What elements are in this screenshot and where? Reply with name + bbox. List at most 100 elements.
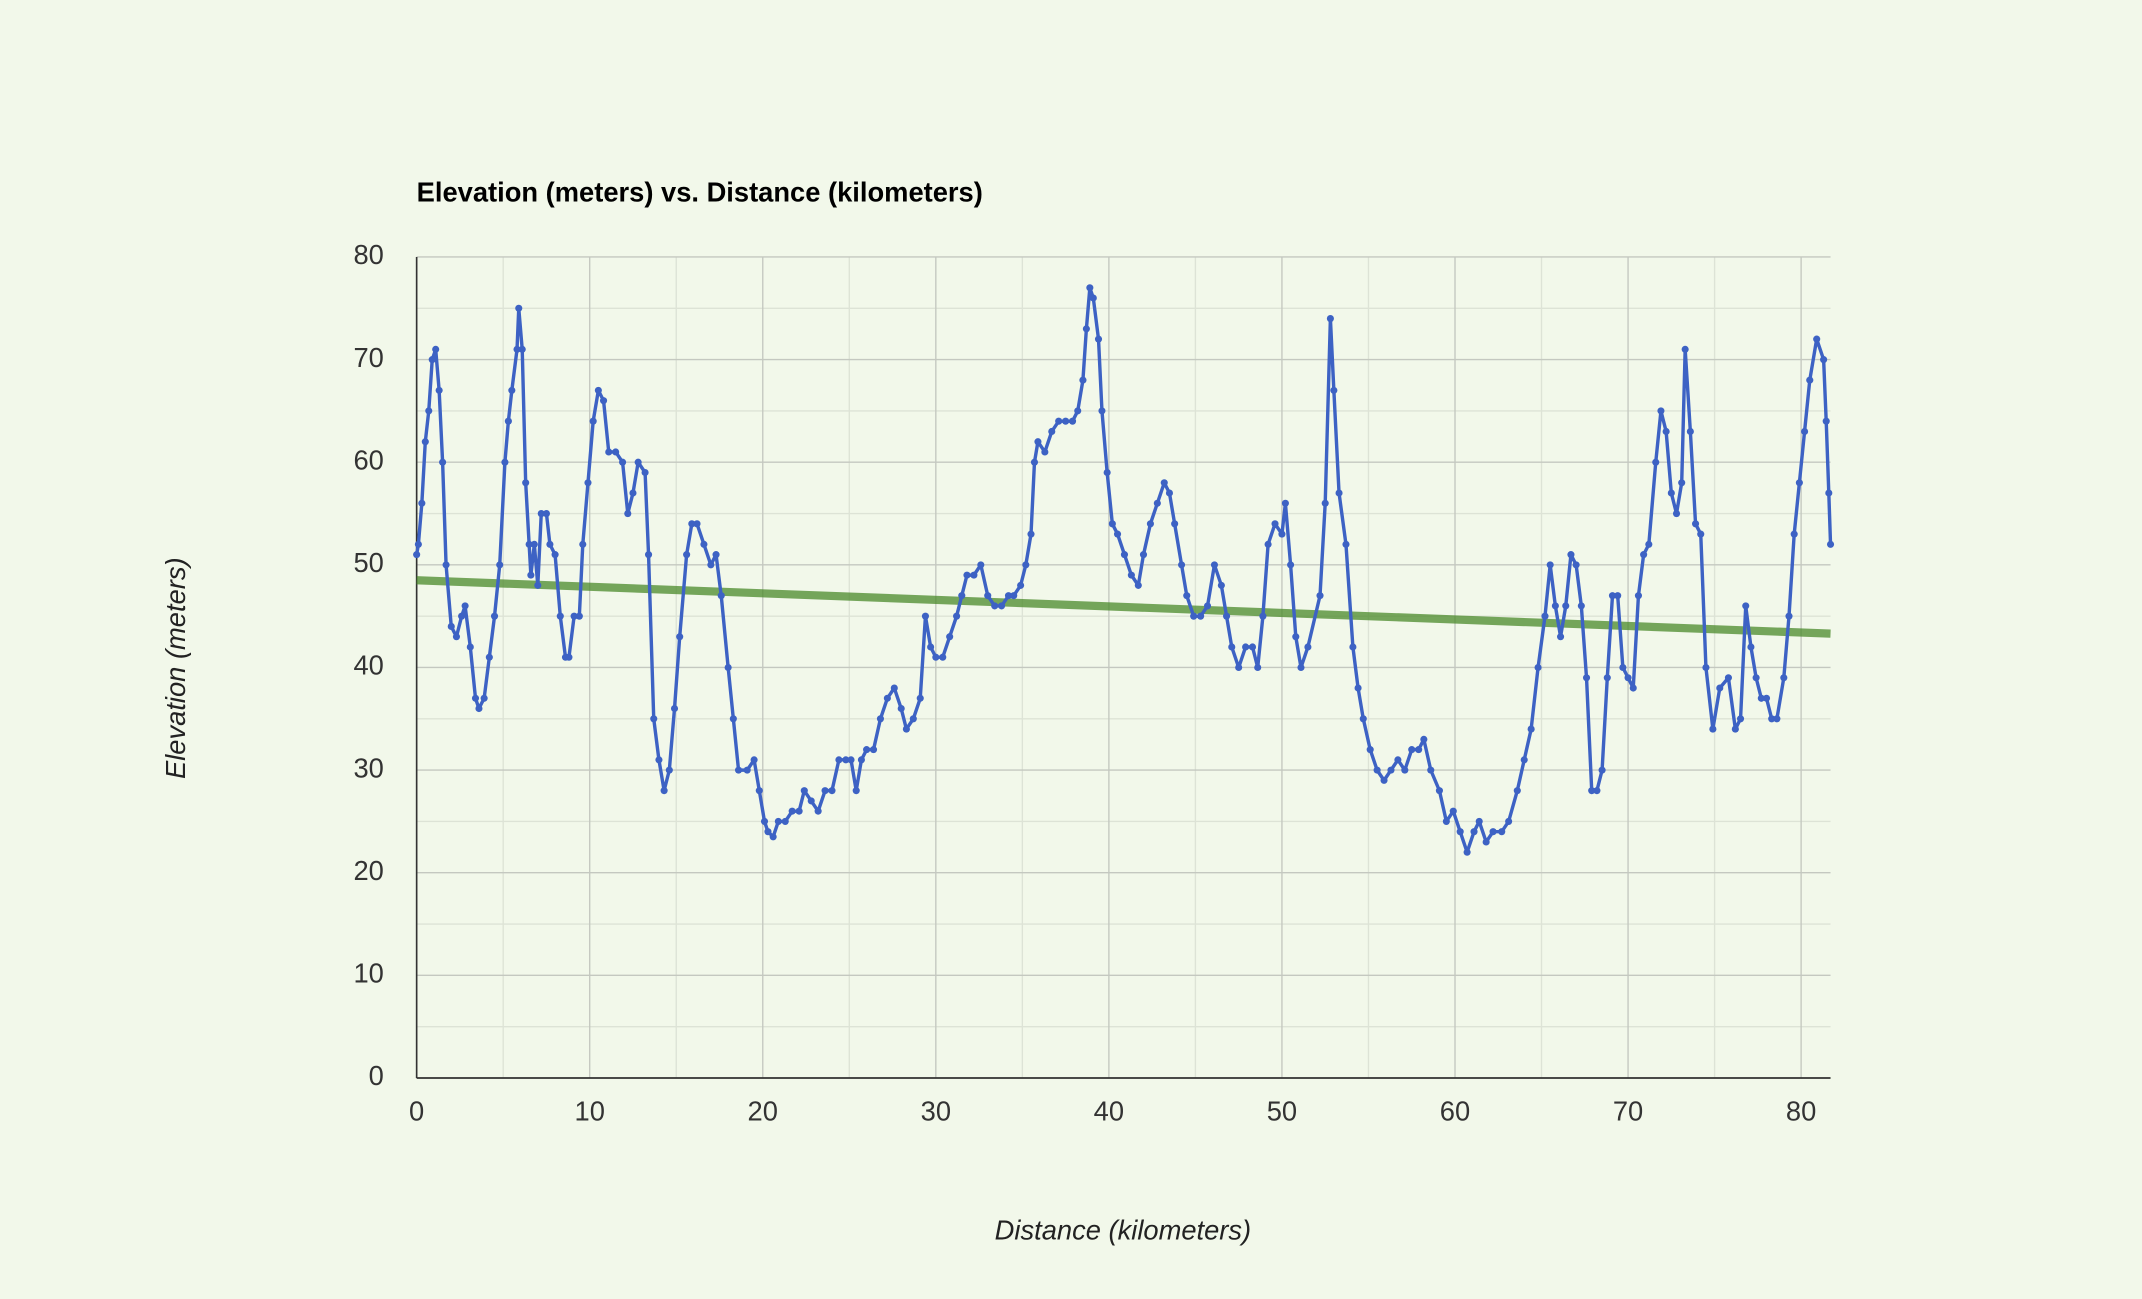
point [1287,561,1295,569]
y-tick-label: 10 [353,958,383,989]
x-tick-label: 70 [1613,1096,1643,1127]
point [890,684,898,692]
point [1762,694,1771,702]
point [946,633,954,641]
point [1629,684,1637,692]
point [1657,407,1665,415]
plot: 0 10 20 30 40 50 60 70 80 0 10 20 30 40 50 60 70 80 [353,239,1835,1127]
point [1027,530,1035,538]
point [1235,663,1243,672]
y-tick-label: 30 [353,752,383,783]
point [641,468,649,477]
point [1127,571,1135,579]
point [452,633,461,641]
point [1790,530,1798,538]
point [1795,479,1803,487]
point [963,571,971,579]
point [1541,612,1549,620]
point [1593,787,1601,795]
point [1394,756,1402,764]
point [1330,386,1338,394]
point [425,407,433,415]
point [1264,540,1272,548]
point [1082,325,1090,333]
point [755,787,763,795]
point [1113,530,1122,538]
point [1094,335,1103,343]
point [447,622,455,630]
y-tick-label: 0 [369,1060,384,1091]
point [953,612,961,620]
point [1139,551,1148,559]
point [650,715,658,723]
point [1813,335,1821,343]
y-tick-label: 70 [353,342,383,373]
point [1603,674,1611,682]
point [1640,551,1648,559]
point [1248,643,1257,651]
point [902,725,910,733]
point [600,397,608,405]
point [1079,376,1087,384]
point [534,581,542,589]
point [594,386,602,394]
point [852,787,860,795]
point [522,479,530,487]
point [655,756,663,764]
point [1608,592,1617,600]
point [883,694,891,702]
point [1716,684,1724,692]
point [1326,315,1334,323]
point [1551,602,1559,610]
point [1667,489,1675,497]
point [442,561,450,569]
point [734,766,743,774]
point [1415,746,1423,754]
point [1686,427,1694,436]
point [1004,592,1013,600]
point [1017,581,1025,589]
point [1034,438,1042,446]
point [1278,530,1286,538]
point [1736,715,1745,723]
point [1691,520,1700,528]
point [1210,561,1219,569]
point [1335,489,1343,497]
point [515,304,523,312]
point [551,551,559,559]
point [546,540,554,548]
point [795,807,803,815]
point [1401,766,1409,774]
x-tick-label: 40 [1094,1096,1124,1127]
point [1520,756,1528,764]
point [570,612,578,620]
point [1697,530,1705,538]
point [1482,838,1490,846]
point [1010,592,1018,600]
point [1449,807,1457,815]
point [814,807,822,815]
point [998,602,1006,610]
point [1055,417,1063,425]
point [788,807,796,815]
point [1505,817,1513,825]
y-axis-title: Elevation (meters) [160,557,191,779]
point [584,479,592,487]
point [1041,448,1049,456]
point [527,571,535,579]
point [1442,817,1450,825]
point [769,833,777,841]
point [1577,602,1585,610]
point [1228,643,1236,651]
x-tick-label: 50 [1267,1096,1297,1127]
point [1408,746,1416,754]
point [1598,766,1606,774]
point [458,612,466,620]
point [1489,828,1497,836]
point [485,653,493,661]
point [1089,294,1097,302]
point [897,704,905,713]
point [1254,663,1262,672]
point [624,510,632,518]
